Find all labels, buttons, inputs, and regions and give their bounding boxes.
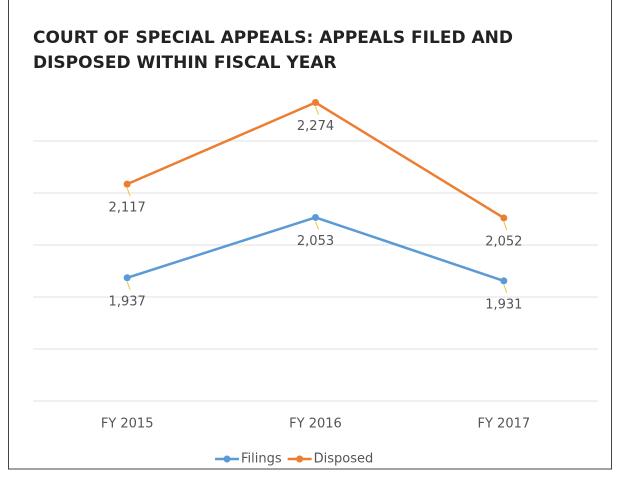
chart-title: COURT OF SPECIAL APPEALS: APPEALS FILED … [33, 28, 513, 73]
point [312, 213, 319, 221]
x-tick-label: FY 2016 [289, 417, 342, 432]
leader-line [315, 221, 319, 230]
frame [8, 0, 612, 470]
leader-line [503, 221, 508, 231]
legend-label: Filings [241, 452, 282, 467]
data-label: 1,931 [485, 297, 522, 312]
leader-line [126, 187, 131, 197]
leader-line [503, 284, 508, 294]
data-label: 2,052 [485, 234, 522, 249]
data-label: 1,937 [109, 294, 146, 309]
data-label: 2,274 [297, 119, 334, 134]
x-tick-label: FY 2017 [478, 417, 531, 432]
point [500, 214, 508, 222]
point [500, 277, 508, 285]
legend-label: Disposed [314, 452, 374, 467]
legend-marker [296, 455, 304, 463]
leader-line [315, 106, 319, 115]
point [312, 99, 319, 107]
point [123, 180, 131, 188]
line [126, 216, 505, 283]
data-label: 2,117 [109, 201, 146, 216]
x-tick-label: FY 2015 [101, 417, 154, 432]
data-label: 2,053 [297, 234, 334, 249]
legend-marker [223, 455, 231, 463]
leader-line [126, 281, 131, 290]
point [123, 274, 131, 282]
